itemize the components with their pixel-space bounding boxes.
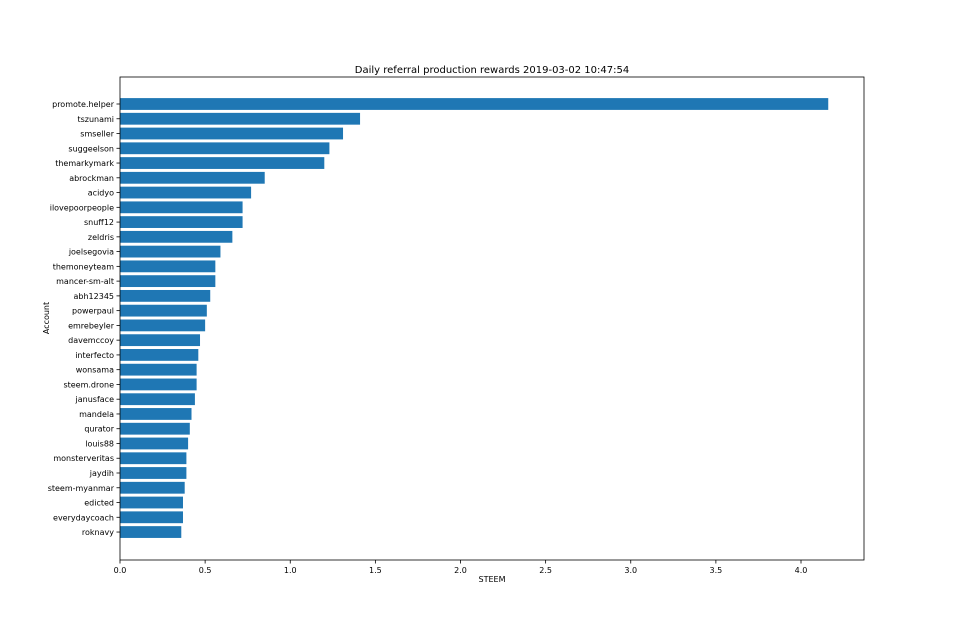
bar-qurator <box>120 422 190 435</box>
y-axis-ticks: promote.helper tszunami smseller suggeelson… <box>48 100 120 537</box>
y-tick-label: themoneyteam <box>53 262 115 271</box>
x-tick-label: 4.0 <box>795 566 808 575</box>
bar-everydaycoach <box>120 511 183 524</box>
y-tick-label: interfecto <box>75 351 114 360</box>
y-tick-label: monsterveritas <box>53 454 114 463</box>
y-tick-label: suggeelson <box>68 144 114 153</box>
bar-themoneyteam <box>120 260 216 273</box>
bar-wonsama <box>120 363 197 376</box>
y-tick-label: powerpaul <box>72 307 114 316</box>
x-axis-ticks: 0.0 0.5 1.0 1.5 2.0 2.5 3.0 3.5 4.0 <box>114 560 808 575</box>
x-tick-label: 2.0 <box>454 566 467 575</box>
x-tick-label: 3.5 <box>710 566 723 575</box>
bar-mandela <box>120 408 192 420</box>
bar-ilovepoorpeople <box>120 201 243 214</box>
y-tick-label: steem-myanmar <box>48 484 115 493</box>
y-tick-label: joelsegovia <box>68 248 114 257</box>
bar-interfecto <box>120 349 199 361</box>
bar-themarkymark <box>120 157 325 169</box>
y-tick-label: everydaycoach <box>53 513 114 522</box>
bar-jaydih <box>120 467 187 479</box>
chart-title: Daily referral production rewards 2019-0… <box>355 65 629 76</box>
bar-emrebeyler <box>120 319 206 332</box>
y-tick-label: mandela <box>79 410 114 419</box>
y-tick-label: janusface <box>75 395 115 404</box>
y-tick-label: ilovepoorpeople <box>50 203 114 212</box>
y-tick-label: wonsama <box>76 366 114 375</box>
bar-powerpaul <box>120 304 207 317</box>
y-tick-label: jaydih <box>89 469 114 478</box>
x-axis-label: STEEM <box>479 575 506 584</box>
bar-roknavy <box>120 526 182 538</box>
bar-edicted <box>120 496 183 509</box>
y-tick-label: zeldris <box>88 233 114 242</box>
y-tick-label: tszunami <box>77 115 114 124</box>
bar-louis88 <box>120 437 189 450</box>
y-tick-label: acidyo <box>88 189 114 198</box>
bar-steem-myanmar <box>120 481 185 494</box>
y-tick-label: mancer-sm-alt <box>56 277 114 286</box>
bar-monsterveritas <box>120 452 187 465</box>
bar-steem.drone <box>120 378 197 391</box>
y-tick-label: smseller <box>80 130 114 139</box>
bar-zeldris <box>120 230 233 243</box>
bar-snuff12 <box>120 216 243 228</box>
bar-abrockman <box>120 171 265 184</box>
y-tick-label: promote.helper <box>52 100 115 109</box>
y-tick-label: edicted <box>84 499 114 508</box>
bar-series <box>120 98 829 538</box>
bar-tszunami <box>120 112 361 125</box>
y-tick-label: emrebeyler <box>68 321 115 330</box>
bar-acidyo <box>120 186 252 199</box>
x-tick-label: 2.5 <box>539 566 552 575</box>
bar-promote.helper <box>120 98 829 110</box>
y-tick-label: roknavy <box>82 528 114 537</box>
plot-area-frame <box>119 76 865 561</box>
x-tick-label: 0.0 <box>114 566 127 575</box>
x-tick-label: 1.5 <box>369 566 382 575</box>
y-tick-label: louis88 <box>85 439 114 448</box>
y-tick-label: themarkymark <box>55 159 114 168</box>
bar-joelsegovia <box>120 245 221 258</box>
bar-suggeelson <box>120 142 330 155</box>
y-tick-label: qurator <box>84 425 114 434</box>
bar-janusface <box>120 393 195 406</box>
x-tick-label: 3.0 <box>624 566 637 575</box>
y-tick-label: steem.drone <box>63 380 114 389</box>
y-axis-label: Account <box>42 302 51 334</box>
x-tick-label: 0.5 <box>199 566 212 575</box>
bar-abh12345 <box>120 289 211 302</box>
y-tick-label: davemccoy <box>68 336 114 345</box>
bar-davemccoy <box>120 334 201 347</box>
bar-smseller <box>120 127 344 140</box>
y-tick-label: snuff12 <box>84 218 114 227</box>
y-tick-label: abh12345 <box>74 292 115 301</box>
y-tick-label: abrockman <box>69 174 114 183</box>
bar-mancer-sm-alt <box>120 275 216 288</box>
x-tick-label: 1.0 <box>284 566 297 575</box>
